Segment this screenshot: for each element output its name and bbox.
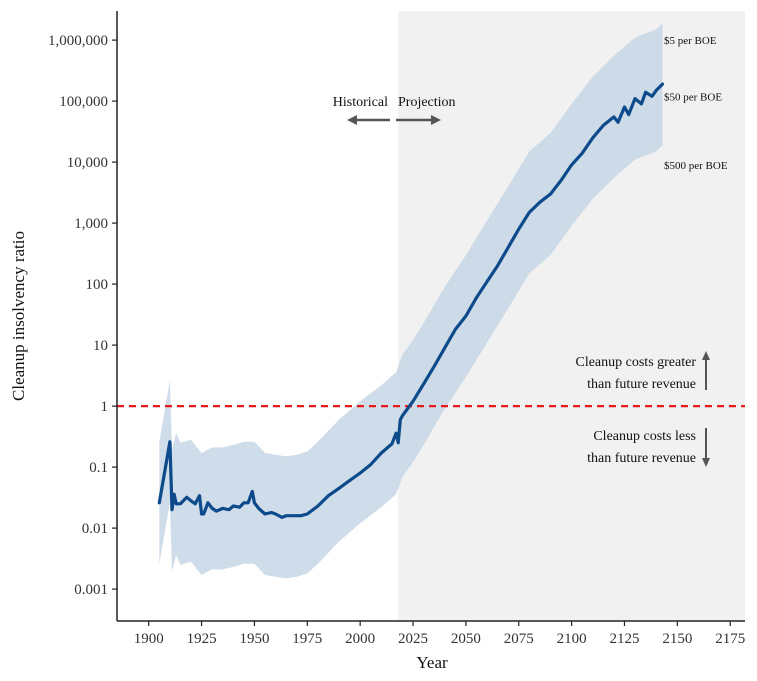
down-arrow-head	[702, 458, 710, 467]
x-tick-label: 2050	[451, 631, 481, 647]
band-label-2: $500 per BOE	[664, 160, 728, 172]
historical-arrow-head	[347, 115, 357, 125]
y-tick-label: 10,000	[67, 155, 108, 171]
x-tick-label: 1975	[292, 631, 322, 647]
band-label-1: $50 per BOE	[664, 91, 722, 103]
below-line-text-2: than future revenue	[587, 451, 696, 466]
x-tick-label: 2150	[662, 631, 692, 647]
y-axis-title: Cleanup insolvency ratio	[9, 231, 28, 401]
x-tick-label: 2000	[345, 631, 375, 647]
x-tick-label: 2125	[609, 631, 639, 647]
projection-arrow-head	[431, 115, 441, 125]
below-line-text-1: Cleanup costs less	[593, 429, 696, 444]
y-tick-label: 0.01	[82, 521, 108, 537]
above-line-text-1: Cleanup costs greater	[575, 355, 696, 370]
projection-label: Projection	[398, 95, 456, 110]
x-tick-label: 2175	[715, 631, 745, 647]
x-tick-label: 1900	[134, 631, 164, 647]
x-tick-label: 2100	[557, 631, 587, 647]
above-line-text-2: than future revenue	[587, 377, 696, 392]
y-tick-label: 1	[101, 399, 109, 415]
y-tick-label: 100	[86, 277, 109, 293]
y-tick-label: 100,000	[59, 94, 108, 110]
axes: 0.001 0.01 0.1 1 10 100 1,000 10,000 100,000 1,00…	[48, 11, 745, 647]
band-label-0: $5 per BOE	[664, 35, 717, 47]
y-tick-label: 10	[93, 338, 108, 354]
series-line-0	[157, 82, 665, 519]
x-tick-label: 2075	[504, 631, 534, 647]
uncertainty-band	[159, 23, 663, 579]
x-tick-label: 2025	[398, 631, 428, 647]
annotations: Historical Projection Cleanup costs grea…	[333, 35, 728, 467]
x-tick-label: 1925	[187, 631, 217, 647]
up-arrow-head	[702, 351, 710, 360]
y-tick-label: 1,000	[74, 216, 108, 232]
y-tick-label: 0.001	[74, 582, 108, 598]
historical-label: Historical	[333, 95, 388, 110]
plot-area	[117, 11, 745, 621]
x-axis-title: Year	[416, 653, 448, 672]
y-tick-label: 1,000,000	[48, 33, 108, 49]
x-tick-label: 1950	[239, 631, 269, 647]
y-tick-label: 0.1	[89, 460, 108, 476]
